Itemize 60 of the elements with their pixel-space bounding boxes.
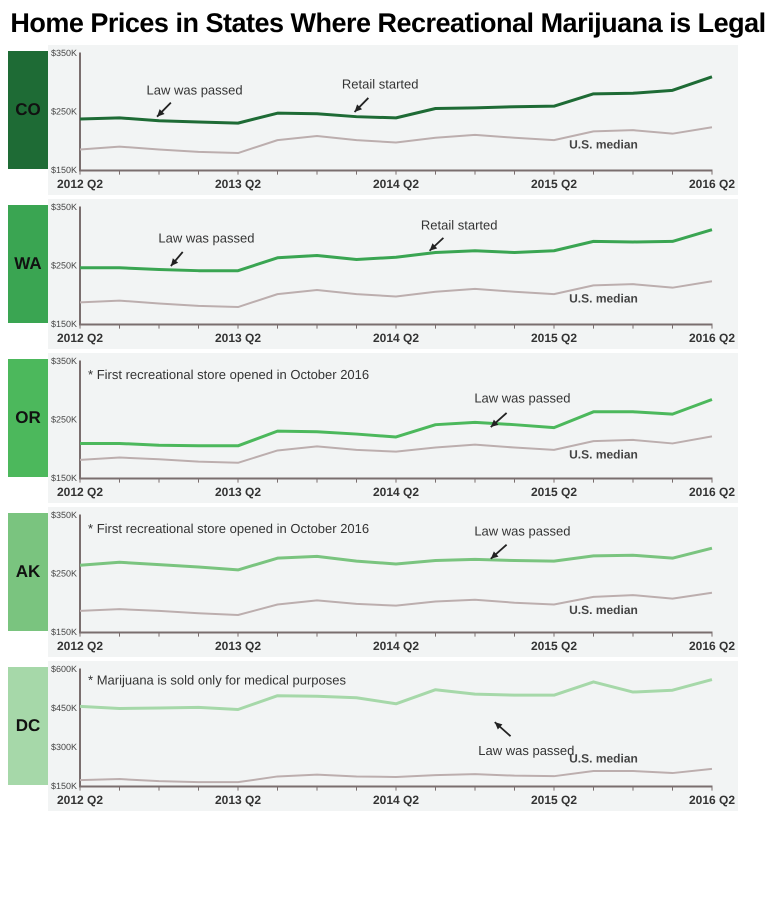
annotation: Retail started <box>420 218 498 233</box>
x-tick-label: 2012 Q2 <box>57 793 104 808</box>
x-tick-label: 2016 Q2 <box>688 177 736 192</box>
x-tick-label: 2012 Q2 <box>57 331 104 346</box>
x-tick-label: 2016 Q2 <box>688 331 736 346</box>
y-tick-label: $150K <box>50 319 78 330</box>
annotation: * First recreational store opened in October 2016 <box>88 367 370 382</box>
y-axis-title: WA <box>8 205 48 323</box>
x-tick-label: 2016 Q2 <box>688 485 736 500</box>
y-tick-label: $350K <box>50 356 78 366</box>
y-axis-title: DC <box>8 667 48 785</box>
x-tick-label: 2013 Q2 <box>214 485 262 500</box>
x-tick-label: 2015 Q2 <box>530 177 578 192</box>
x-tick-label: 2012 Q2 <box>57 485 104 500</box>
x-tick-label: 2015 Q2 <box>530 331 578 346</box>
x-tick-label: 2015 Q2 <box>530 793 578 808</box>
x-tick-label: 2014 Q2 <box>372 177 420 192</box>
annotation: Retail started <box>342 76 418 92</box>
y-tick-label: $350K <box>50 202 78 212</box>
annotation: Law was passed <box>474 523 570 538</box>
x-tick-label: 2013 Q2 <box>214 793 262 808</box>
annotation: * Marijuana is sold only for medical purposes <box>88 672 346 688</box>
x-tick-label: 2015 Q2 <box>530 639 578 654</box>
y-tick-label: $150K <box>50 781 78 792</box>
x-tick-label: 2013 Q2 <box>214 177 262 192</box>
x-tick-label: 2014 Q2 <box>372 793 420 808</box>
x-tick-label: 2012 Q2 <box>57 177 104 192</box>
y-axis-title: CO <box>8 51 48 169</box>
x-tick-label: 2014 Q2 <box>372 331 420 346</box>
y-tick-label: $350K <box>50 510 78 520</box>
x-tick-label: 2013 Q2 <box>214 331 262 346</box>
y-tick-label: $300K <box>50 742 78 752</box>
x-tick-label: 2014 Q2 <box>372 639 420 654</box>
y-axis-title: OR <box>8 359 48 477</box>
y-tick-label: $600K <box>50 664 78 674</box>
x-tick-label: 2016 Q2 <box>688 793 736 808</box>
y-tick-label: $150K <box>50 165 78 176</box>
y-axis-title: AK <box>8 513 48 631</box>
annotation: Law was passed <box>158 230 254 246</box>
x-tick-label: 2014 Q2 <box>372 485 420 500</box>
series-label: U.S. median <box>569 447 638 462</box>
y-tick-label: $450K <box>50 702 78 713</box>
y-tick-label: $250K <box>50 260 78 270</box>
y-tick-label: $250K <box>50 414 78 424</box>
annotation: * First recreational store opened in October 2016 <box>88 521 370 536</box>
series-label: U.S. median <box>569 292 638 306</box>
x-tick-label: 2013 Q2 <box>214 639 262 654</box>
y-tick-label: $250K <box>50 568 78 578</box>
chart-title: Home Prices in States Where Recreational Marijuana is Legal <box>9 8 767 39</box>
x-tick-label: 2012 Q2 <box>57 639 104 654</box>
series-label: U.S. median <box>569 603 638 618</box>
y-tick-label: $350K <box>50 48 78 58</box>
y-tick-label: $250K <box>50 106 78 116</box>
annotation: Law was passed <box>146 82 243 98</box>
y-tick-label: $150K <box>50 473 78 484</box>
x-tick-label: 2016 Q2 <box>688 639 736 654</box>
y-tick-label: $150K <box>50 627 78 638</box>
series-label: U.S. median <box>569 138 638 152</box>
annotation: Law was passed <box>474 390 570 406</box>
x-tick-label: 2015 Q2 <box>530 485 578 500</box>
